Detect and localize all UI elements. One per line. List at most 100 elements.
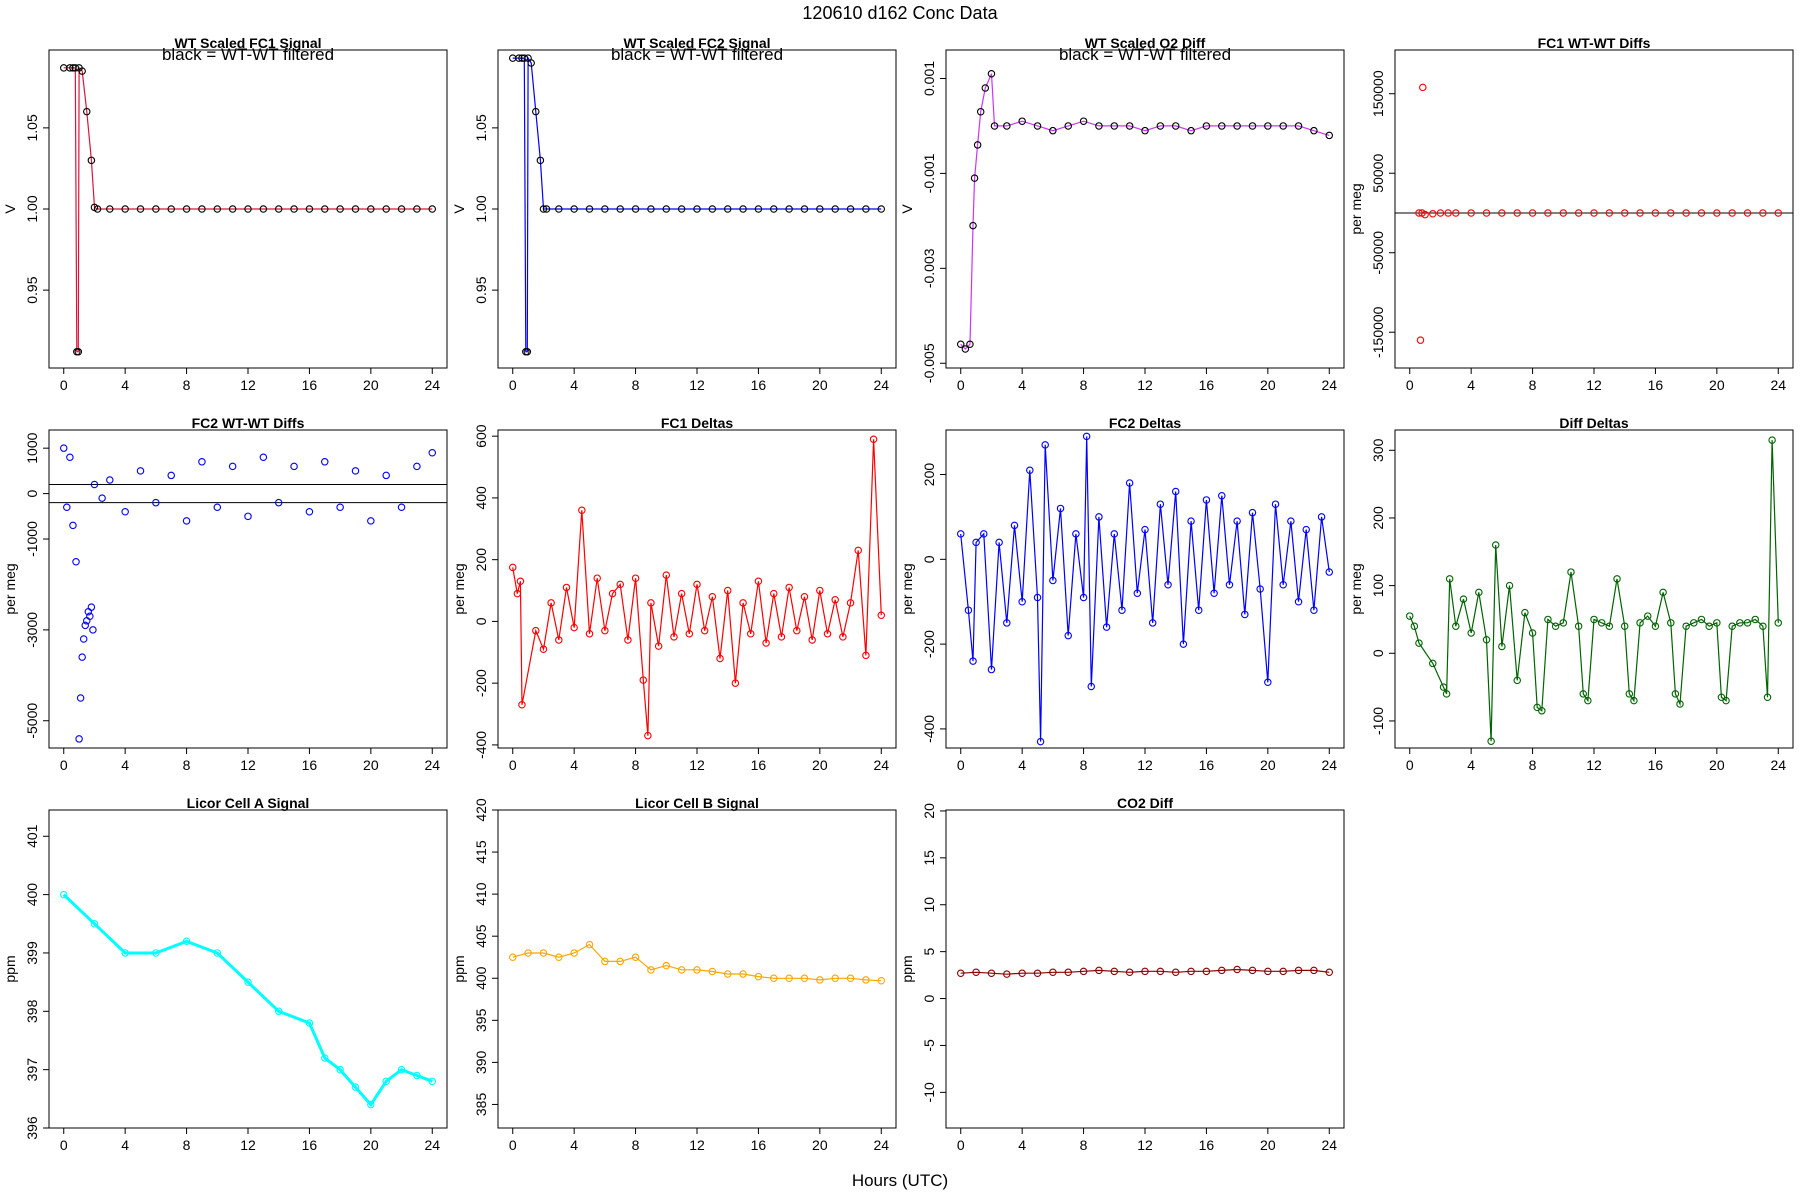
y-tick-label: 0.95 bbox=[24, 276, 40, 303]
y-tick-label: 400 bbox=[473, 966, 489, 990]
plot-area bbox=[956, 69, 1334, 353]
x-tick-label: 8 bbox=[632, 757, 640, 773]
data-point bbox=[1018, 969, 1026, 977]
x-tick-label: 24 bbox=[1321, 1137, 1337, 1153]
x-tick-label: 4 bbox=[570, 757, 578, 773]
data-point bbox=[670, 633, 678, 641]
y-axis-label: V bbox=[451, 204, 467, 214]
series-line bbox=[512, 439, 882, 736]
data-point bbox=[972, 968, 980, 977]
y-tick-label: -400 bbox=[921, 715, 937, 743]
y-tick-label: -200 bbox=[921, 630, 937, 658]
data-point bbox=[78, 653, 86, 661]
data-point bbox=[869, 435, 878, 444]
data-point bbox=[90, 920, 99, 928]
data-point bbox=[555, 953, 563, 961]
data-point bbox=[1064, 122, 1072, 130]
data-point bbox=[532, 626, 540, 635]
data-point bbox=[662, 205, 671, 213]
data-point bbox=[1513, 676, 1521, 685]
data-point bbox=[1491, 541, 1500, 549]
data-point bbox=[539, 949, 548, 957]
data-point bbox=[662, 961, 671, 970]
data-point bbox=[1682, 622, 1690, 630]
data-point bbox=[1736, 619, 1744, 627]
data-point bbox=[1248, 966, 1257, 975]
x-tick-label: 24 bbox=[1770, 377, 1786, 393]
series-line bbox=[960, 436, 1330, 742]
data-point bbox=[1095, 122, 1103, 130]
data-point bbox=[152, 498, 160, 507]
data-point bbox=[1436, 209, 1445, 217]
x-tick-label: 12 bbox=[1586, 377, 1602, 393]
data-point bbox=[1049, 968, 1057, 977]
plot-frame bbox=[497, 809, 897, 1129]
x-tick-label: 16 bbox=[302, 757, 318, 773]
data-point bbox=[523, 348, 532, 356]
x-tick-label: 12 bbox=[240, 1137, 256, 1153]
data-point bbox=[508, 953, 517, 961]
data-point bbox=[846, 974, 855, 983]
x-tick-label: 12 bbox=[689, 377, 705, 393]
x-tick-label: 16 bbox=[751, 377, 767, 393]
data-point bbox=[244, 205, 252, 213]
data-point bbox=[1072, 530, 1080, 538]
y-tick-label: 20 bbox=[921, 803, 937, 819]
data-point bbox=[1643, 612, 1652, 620]
data-point bbox=[351, 1083, 360, 1091]
data-point bbox=[90, 480, 99, 489]
y-tick-label: 600 bbox=[473, 424, 489, 448]
data-point bbox=[1125, 122, 1134, 130]
chart-panel: FC2 Deltas per meg 0 4 8 12 16 20 24 -400 -200 0 200 bbox=[899, 415, 1345, 773]
x-tick-label: 24 bbox=[1770, 757, 1786, 773]
data-point bbox=[98, 494, 106, 502]
data-point bbox=[1156, 967, 1165, 976]
data-point bbox=[1064, 968, 1072, 977]
data-point bbox=[746, 630, 755, 638]
data-point bbox=[66, 453, 74, 462]
y-tick-label: 420 bbox=[473, 798, 489, 822]
data-point bbox=[1482, 635, 1491, 644]
data-point bbox=[121, 205, 129, 213]
data-point bbox=[1233, 965, 1241, 974]
data-point bbox=[990, 122, 999, 130]
data-point bbox=[1310, 126, 1318, 135]
series-line bbox=[1409, 440, 1779, 742]
data-point bbox=[777, 633, 786, 641]
data-point bbox=[1202, 967, 1211, 976]
data-point bbox=[731, 679, 740, 687]
y-tick-label: 15 bbox=[921, 850, 937, 866]
plot-frame bbox=[945, 49, 1345, 369]
data-point bbox=[1505, 581, 1514, 590]
data-point bbox=[754, 205, 763, 213]
y-tick-label: 415 bbox=[473, 840, 489, 864]
data-point bbox=[846, 599, 855, 607]
data-point bbox=[685, 630, 694, 638]
data-point bbox=[1544, 209, 1552, 217]
chart-panel: FC2 WT-WT Diffs per meg 0 4 8 12 16 20 24 -5000 -3… bbox=[2, 415, 448, 773]
data-point bbox=[980, 530, 988, 538]
data-point bbox=[831, 205, 839, 213]
y-tick-label: 10 bbox=[921, 897, 937, 913]
data-point bbox=[1041, 441, 1049, 449]
data-point bbox=[397, 205, 406, 213]
data-point bbox=[1487, 737, 1495, 745]
x-tick-label: 8 bbox=[1080, 1137, 1088, 1153]
data-point bbox=[1636, 619, 1644, 627]
data-point bbox=[800, 592, 809, 601]
x-tick-label: 4 bbox=[121, 1137, 129, 1153]
data-point bbox=[121, 949, 129, 957]
y-tick-label: -0.005 bbox=[921, 343, 937, 383]
data-point bbox=[578, 506, 586, 515]
x-tick-label: 20 bbox=[363, 757, 379, 773]
data-point bbox=[716, 654, 724, 663]
y-tick-label: 0 bbox=[1370, 649, 1386, 657]
data-point bbox=[616, 205, 624, 213]
y-tick-label: -5 bbox=[921, 1039, 937, 1052]
x-tick-label: 24 bbox=[873, 757, 889, 773]
data-point bbox=[1218, 491, 1226, 500]
data-point bbox=[693, 966, 701, 974]
data-point bbox=[970, 174, 979, 182]
chart-panel: FC1 WT-WT Diffs per meg 0 4 8 12 16 20 24 -150000… bbox=[1348, 35, 1794, 393]
